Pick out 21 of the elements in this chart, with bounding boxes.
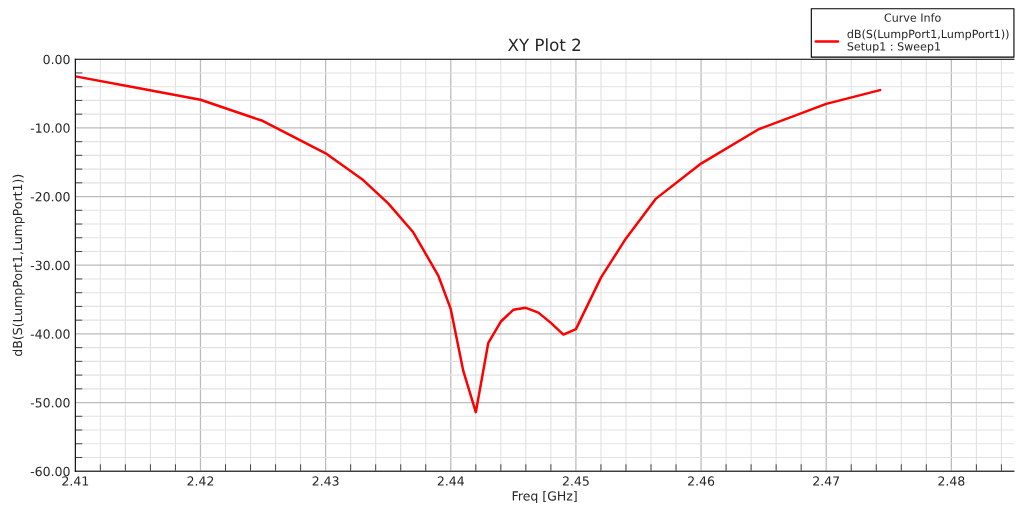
x-axis-title: Freq [GHz] [512, 490, 577, 504]
line-series [75, 75, 882, 414]
x-tick-label: 2.41 [62, 476, 89, 486]
x-tick-label: 2.43 [312, 476, 339, 486]
x-tick-label: 2.48 [938, 476, 965, 486]
x-tick-label: 2.45 [562, 476, 589, 486]
x-tick-label: 2.42 [187, 476, 214, 486]
legend-title: Curve Info [884, 13, 941, 22]
y-tick-label: -10.00 [30, 123, 70, 133]
x-tick-label: 2.47 [813, 476, 840, 486]
chart-title: XY Plot 2 [508, 38, 581, 52]
y-tick-label: -30.00 [30, 260, 70, 271]
y-axis-title: dB(S(LumpPort1,LumpPort1)) [12, 174, 25, 356]
x-tick-label: 2.44 [437, 476, 464, 486]
y-tick-label: -50.00 [30, 398, 70, 408]
x-tick-label: 2.46 [688, 476, 715, 486]
y-tick-label: -20.00 [30, 192, 70, 202]
y-tick-label: 0.00 [43, 54, 70, 65]
legend-label: dB(S(LumpPort1,LumpPort1)) Setup1 : Sweep1 [847, 29, 1009, 53]
y-tick-label: -40.00 [30, 329, 70, 339]
y-tick-label: -60.00 [30, 466, 70, 477]
